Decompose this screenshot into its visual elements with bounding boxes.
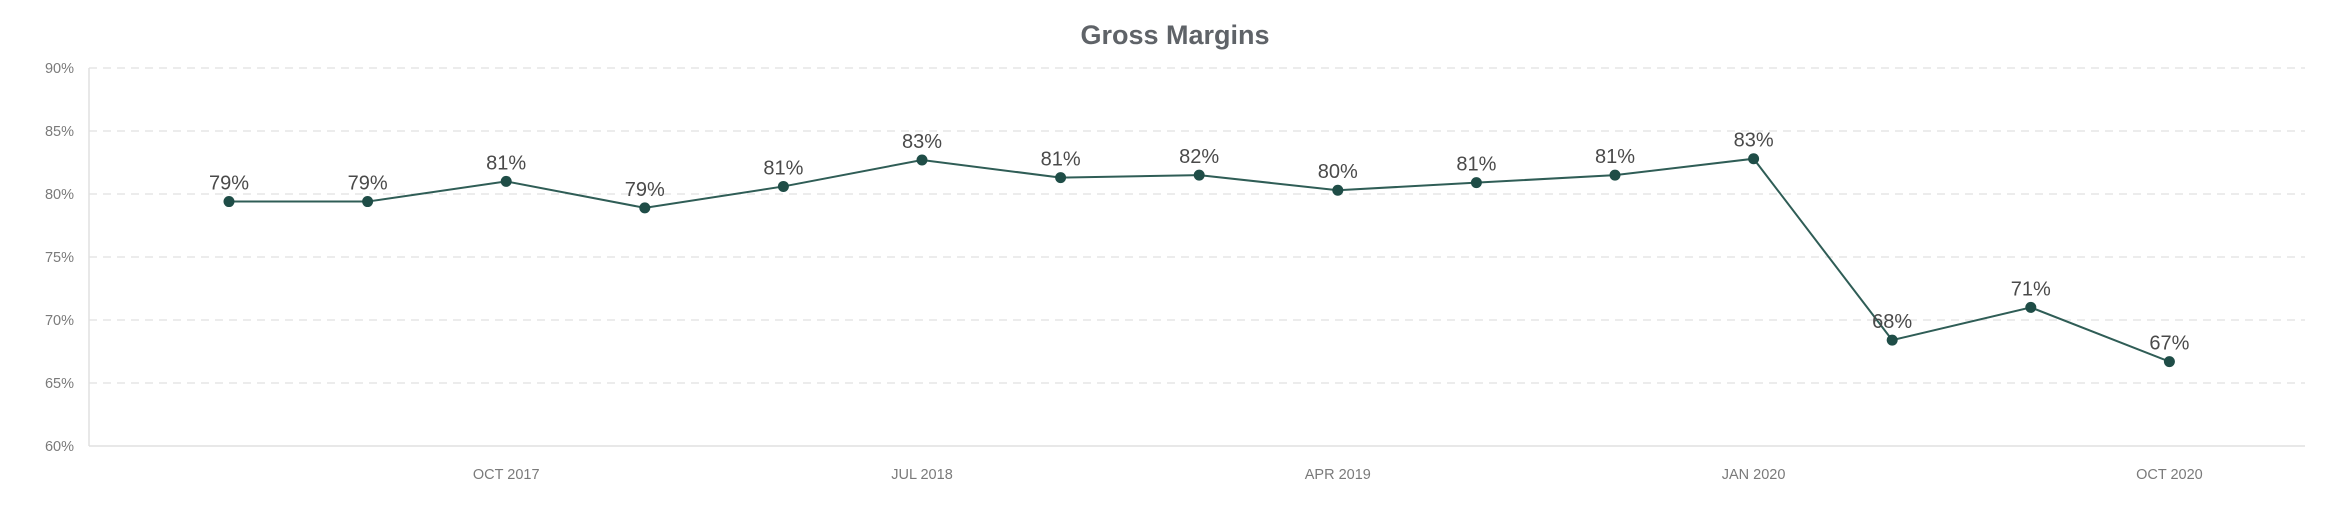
y-tick-label: 80% [45,187,74,203]
data-label: 79% [348,173,388,195]
data-point [1748,153,1760,165]
y-tick-label: 75% [45,250,74,266]
data-label: 81% [1595,146,1635,168]
data-point [1055,172,1067,184]
x-tick-label: JUL 2018 [891,467,953,483]
data-label: 79% [625,179,665,201]
data-label: 81% [486,152,526,174]
data-label: 83% [902,131,942,153]
data-label: 68% [1872,311,1912,333]
data-label: 81% [1456,154,1496,176]
y-tick-label: 60% [45,439,74,455]
data-point [1470,177,1482,189]
data-point [1332,184,1344,196]
x-tick-label: JAN 2020 [1722,467,1786,483]
data-label: 81% [1041,149,1081,171]
data-point [777,180,789,192]
data-point [1193,169,1205,181]
y-tick-label: 70% [45,313,74,329]
data-point [362,196,374,208]
x-tick-label: OCT 2020 [2136,467,2203,483]
data-point [1609,169,1621,181]
data-label: 82% [1179,146,1219,168]
data-point [223,196,235,208]
data-point [2163,356,2175,368]
data-point [639,202,651,214]
x-tick-label: OCT 2017 [473,467,540,483]
data-label: 71% [2011,278,2051,300]
data-point [500,175,512,187]
x-tick-label: APR 2019 [1305,467,1371,483]
y-tick-label: 90% [45,61,74,77]
data-label: 83% [1734,130,1774,152]
data-label: 79% [209,173,249,195]
data-label: 81% [763,157,803,179]
chart-title: Gross Margins [1080,20,1270,50]
data-point [2025,301,2037,313]
data-label: 80% [1318,161,1358,183]
data-point [916,154,928,166]
data-point [1886,334,1898,346]
y-tick-label: 65% [45,376,74,392]
y-tick-label: 85% [45,124,74,140]
data-label: 67% [2149,333,2189,355]
